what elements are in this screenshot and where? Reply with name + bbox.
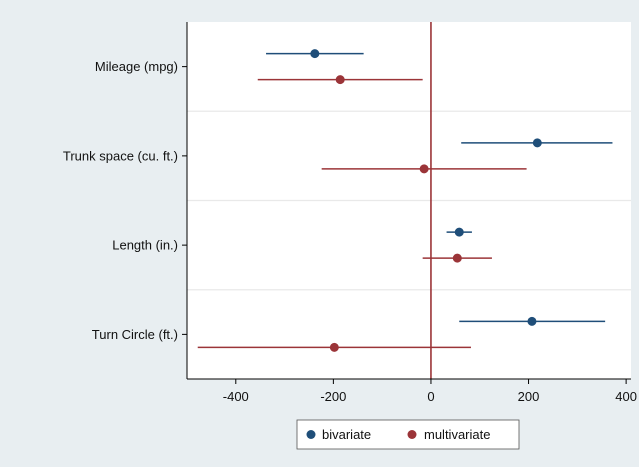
y-axis-ticks: Mileage (mpg) Trunk space (cu. ft.) Length… — [63, 59, 187, 342]
point-multivariate — [335, 75, 345, 85]
x-tick-label: -400 — [223, 389, 249, 404]
point-bivariate — [310, 49, 320, 59]
x-tick-label: 200 — [518, 389, 540, 404]
legend-marker-bivariate — [306, 430, 316, 439]
point-multivariate — [329, 342, 339, 352]
category-label: Turn Circle (ft.) — [92, 327, 178, 342]
legend-label-bivariate: bivariate — [322, 427, 371, 442]
category-label: Length (in.) — [112, 238, 178, 253]
legend: bivariate multivariate — [296, 419, 520, 450]
legend-label-multivariate: multivariate — [424, 427, 490, 442]
data-marks — [197, 49, 613, 352]
point-bivariate — [532, 138, 542, 148]
x-tick-label: 0 — [427, 389, 434, 404]
x-axis-ticks: -400 -200 0 200 400 — [223, 379, 637, 404]
point-bivariate — [454, 227, 464, 237]
x-tick-label: 400 — [615, 389, 637, 404]
legend-marker-multivariate — [407, 430, 417, 439]
gridlines — [187, 110, 631, 291]
point-bivariate — [527, 316, 537, 326]
point-multivariate — [452, 253, 462, 263]
category-label: Mileage (mpg) — [95, 59, 178, 74]
x-tick-label: -200 — [320, 389, 346, 404]
point-multivariate — [419, 164, 429, 174]
category-label: Trunk space (cu. ft.) — [63, 148, 178, 163]
